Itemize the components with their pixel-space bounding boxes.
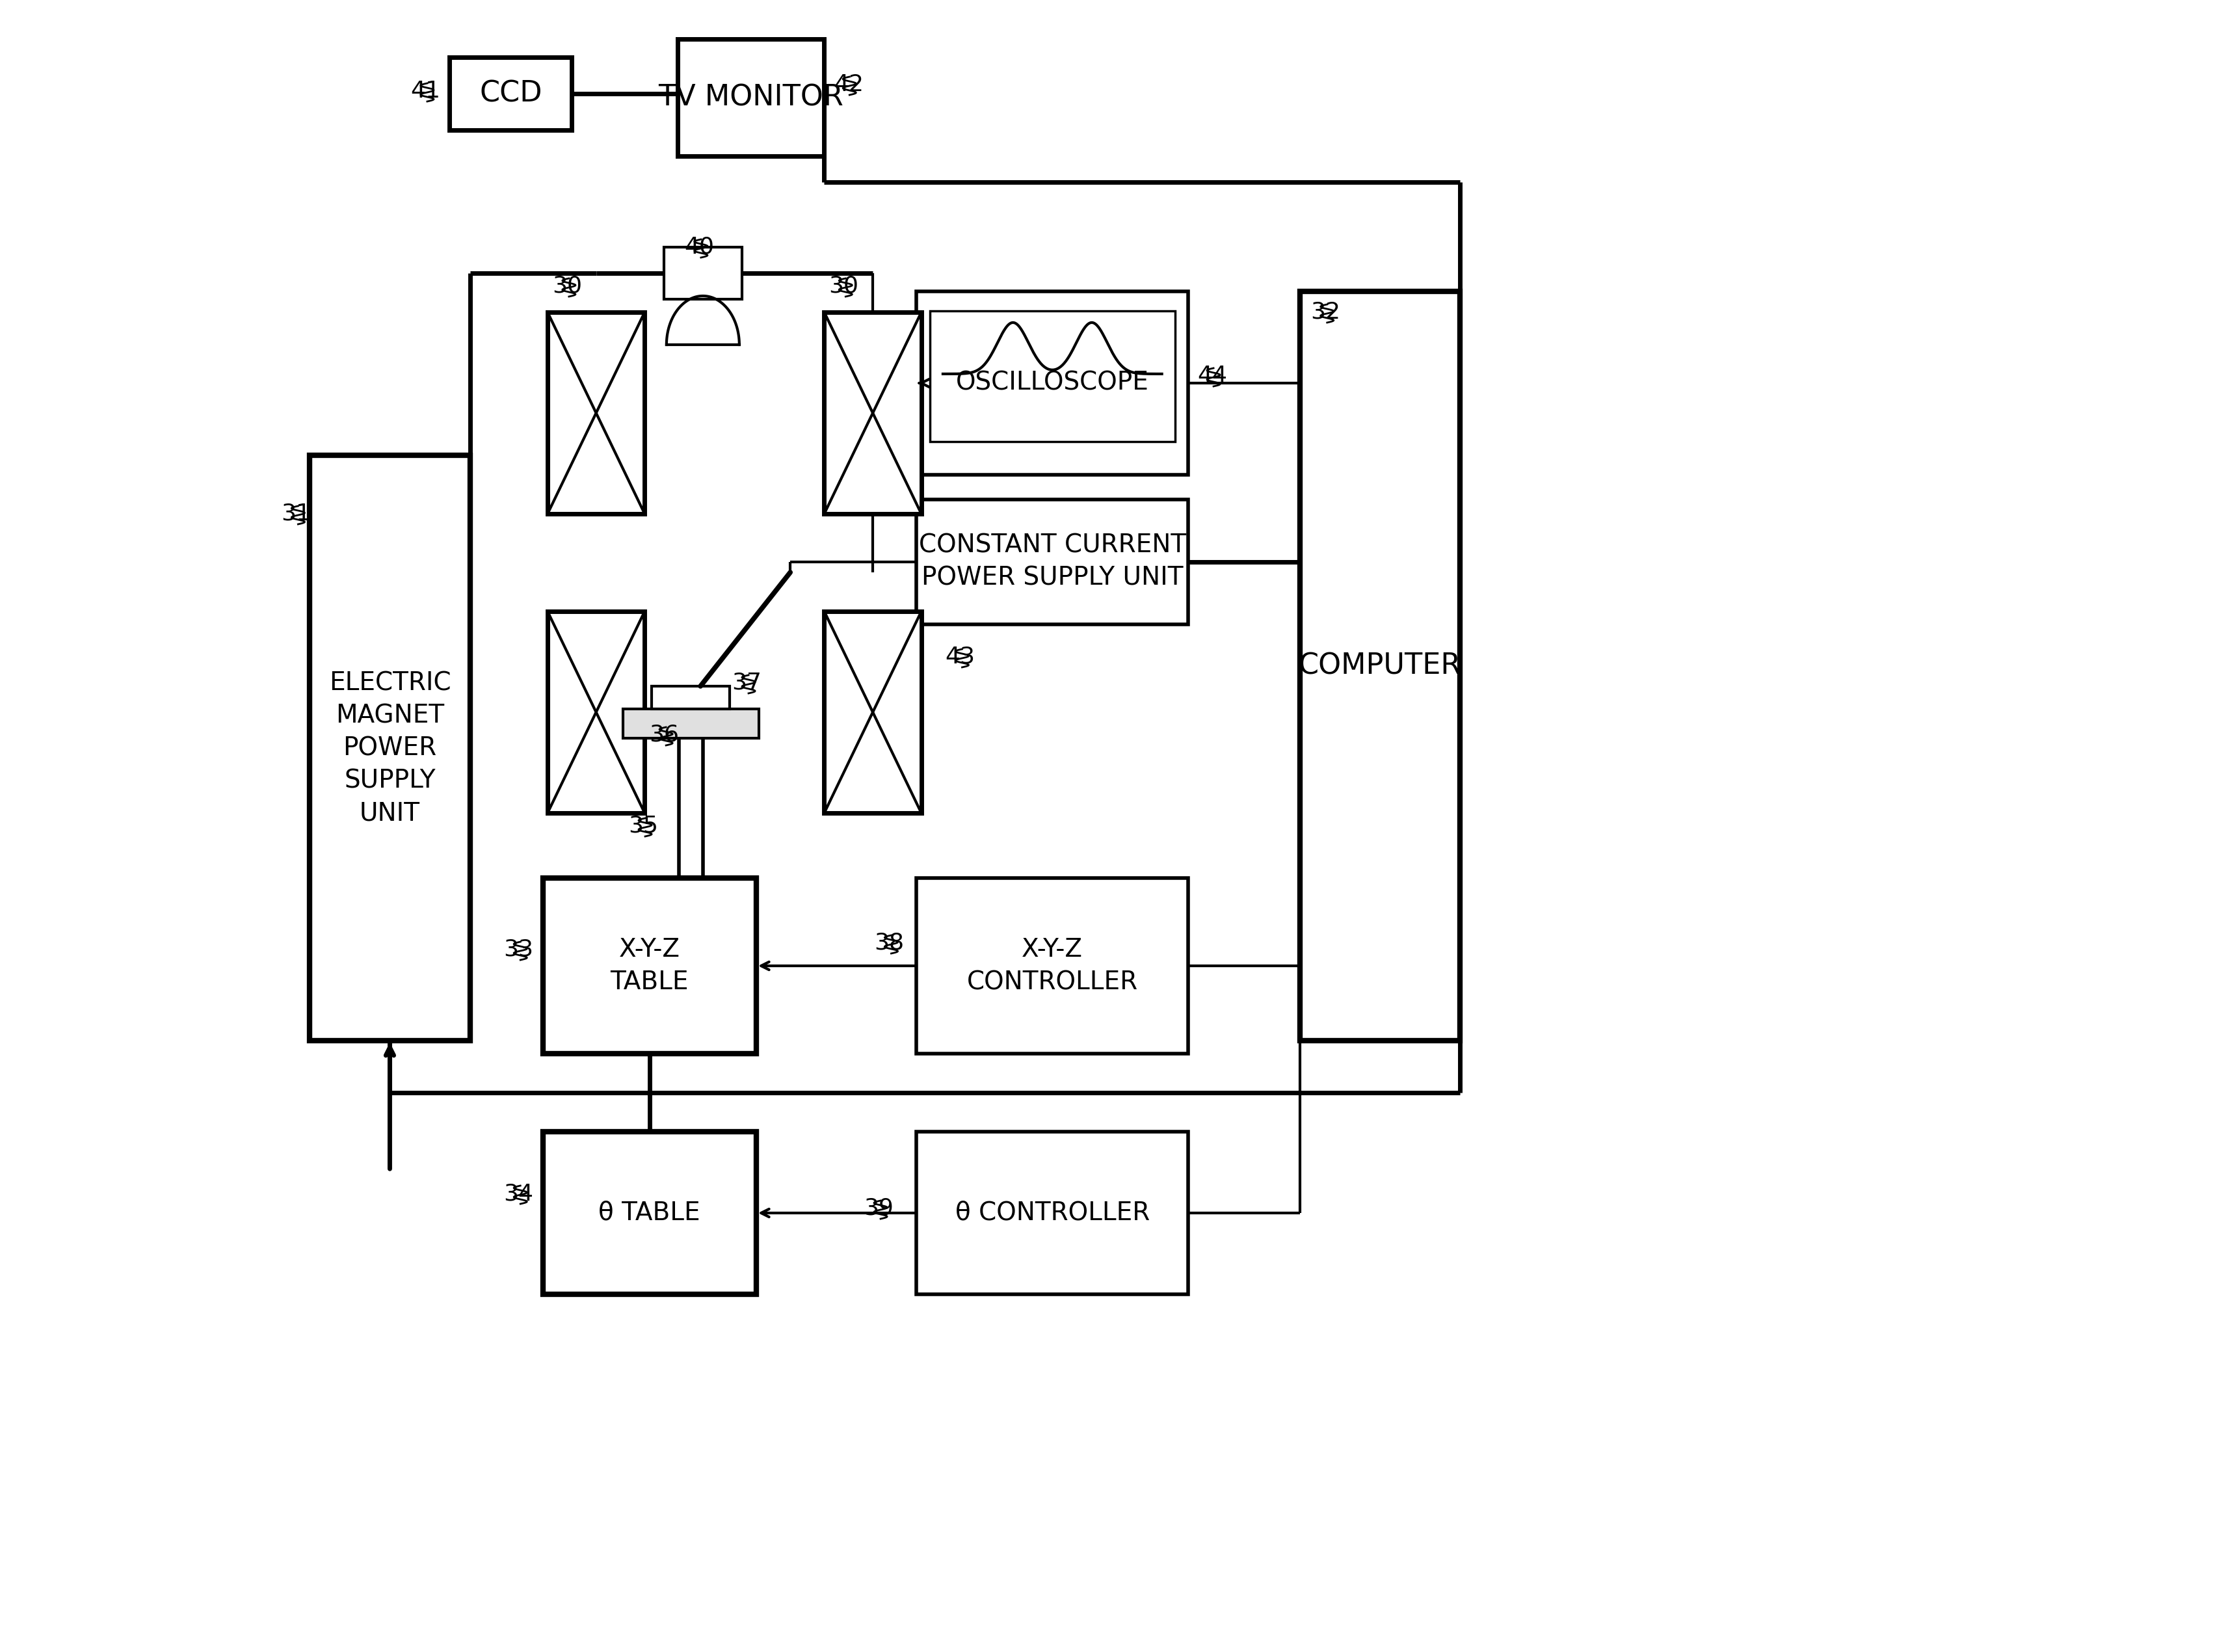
Text: 30: 30 [551, 276, 582, 297]
Bar [542, 877, 757, 1054]
Bar [1299, 291, 1461, 1041]
Text: X-Y-Z
CONTROLLER: X-Y-Z CONTROLLER [967, 937, 1137, 995]
Text: TV MONITOR: TV MONITOR [657, 84, 843, 112]
Text: θ TABLE: θ TABLE [598, 1201, 702, 1226]
Text: 32: 32 [1310, 301, 1341, 324]
Bar [916, 1132, 1188, 1294]
Text: 43: 43 [945, 646, 976, 667]
Text: 30: 30 [828, 276, 859, 297]
Text: X-Y-Z
TABLE: X-Y-Z TABLE [611, 937, 688, 995]
Bar [929, 311, 1175, 441]
Text: ELECTRIC
MAGNET
POWER
SUPPLY
UNIT: ELECTRIC MAGNET POWER SUPPLY UNIT [330, 671, 451, 826]
Bar [547, 312, 644, 514]
Bar [677, 40, 823, 155]
Bar [823, 611, 921, 813]
Text: OSCILLOSCOPE: OSCILLOSCOPE [956, 370, 1149, 395]
Text: 40: 40 [684, 236, 715, 258]
Text: 31: 31 [281, 502, 312, 525]
Text: 35: 35 [628, 814, 657, 838]
Bar [823, 312, 921, 514]
Bar [547, 611, 644, 813]
Bar [916, 877, 1188, 1054]
Text: COMPUTER: COMPUTER [1299, 653, 1461, 681]
Bar [916, 499, 1188, 624]
Text: 41: 41 [409, 79, 440, 102]
Bar [916, 291, 1188, 474]
Bar [653, 686, 730, 709]
Bar [449, 58, 571, 131]
Text: 44: 44 [1197, 365, 1228, 387]
Text: CCD: CCD [480, 79, 542, 107]
Text: CONSTANT CURRENT
POWER SUPPLY UNIT: CONSTANT CURRENT POWER SUPPLY UNIT [918, 534, 1186, 590]
Text: 34: 34 [505, 1183, 533, 1204]
Text: 37: 37 [733, 672, 761, 694]
Bar [664, 248, 741, 299]
Text: 42: 42 [834, 73, 863, 96]
Text: 38: 38 [874, 932, 905, 955]
Text: 39: 39 [863, 1198, 894, 1219]
Bar [310, 456, 469, 1041]
Bar [542, 1132, 757, 1294]
Text: 36: 36 [648, 724, 679, 747]
Text: 33: 33 [505, 938, 533, 960]
Bar [622, 709, 759, 738]
Text: θ CONTROLLER: θ CONTROLLER [956, 1201, 1151, 1226]
